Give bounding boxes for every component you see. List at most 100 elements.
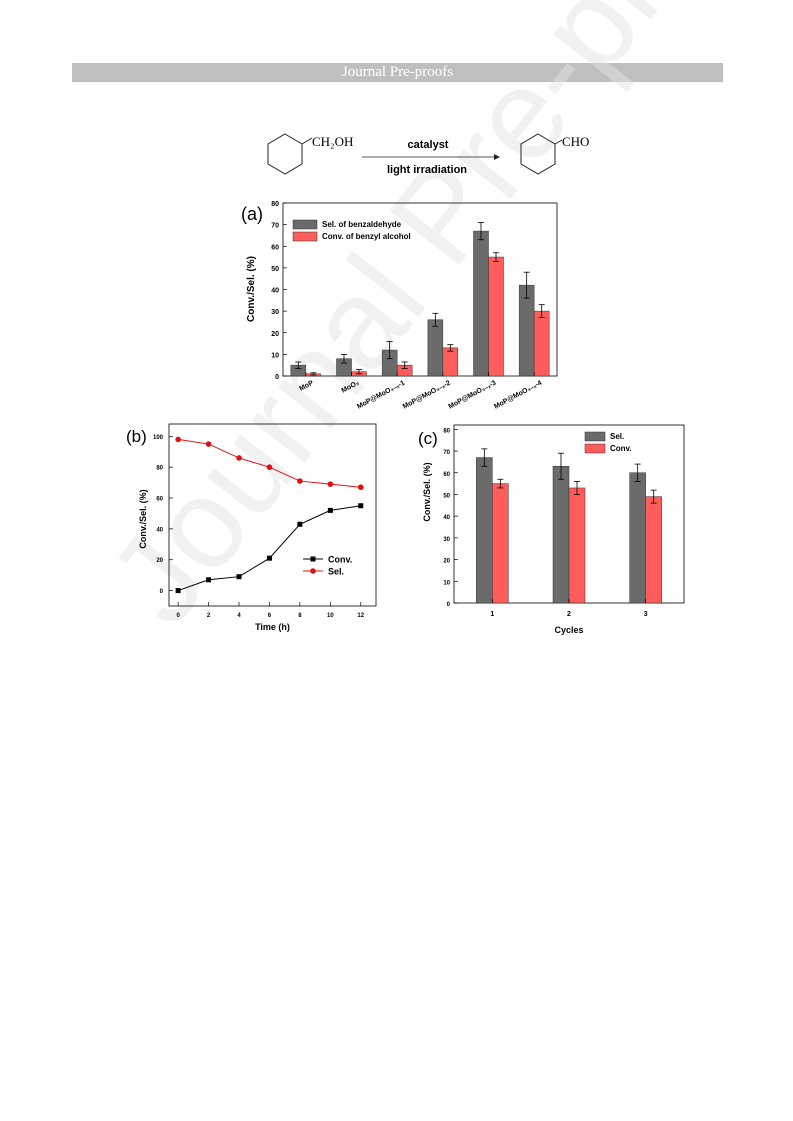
x-tick-label: 0	[176, 613, 180, 619]
y-tick-label: 0	[160, 589, 164, 595]
data-point-conv	[267, 556, 272, 561]
bar-red	[534, 311, 549, 376]
y-tick-label: 100	[153, 435, 164, 441]
reactant-group-label: CH₂OH	[312, 134, 353, 149]
bar-gray	[428, 320, 443, 376]
x-tick-label: 1	[490, 611, 494, 618]
data-point-conv	[328, 508, 333, 513]
legend-label: Sel. of benzaldehyde	[322, 220, 402, 229]
bar-red	[646, 497, 662, 603]
series-line-sel	[178, 439, 361, 487]
reactant-benzene-ring	[268, 134, 302, 174]
y-tick-label: 70	[443, 450, 450, 456]
reaction-arrowhead	[494, 154, 500, 160]
series-line-conv	[178, 506, 361, 591]
y-tick-label: 20	[271, 331, 279, 338]
y-tick-label: 10	[443, 580, 450, 586]
x-axis-label: Time (h)	[255, 622, 290, 632]
chart-c: 0 10 20 30 40 50 60 70 80 1 2 3 Conv./Sel. (%) Cycles…	[418, 425, 684, 635]
bar-red	[489, 257, 504, 376]
x-tick-label: 2	[207, 613, 211, 619]
x-tick-label: 10	[327, 613, 334, 619]
y-tick-label: 80	[271, 201, 279, 208]
data-point-sel	[206, 441, 212, 447]
arrow-bottom-label: light irradiation	[387, 164, 467, 176]
x-tick-label: 8	[298, 613, 302, 619]
x-tick-label: 6	[268, 613, 272, 619]
data-point-sel	[297, 478, 303, 484]
data-point-sel	[358, 484, 364, 490]
legend-label: Sel.	[610, 432, 624, 441]
y-tick-label: 80	[156, 466, 163, 472]
y-tick-label: 20	[156, 558, 163, 564]
data-point-conv	[176, 588, 181, 593]
y-tick-label: 60	[443, 472, 450, 478]
x-tick-label: 2	[567, 611, 571, 618]
x-tick-label: MoP@MoO₃₋ₓ-1	[356, 380, 406, 411]
product-bond	[555, 140, 562, 144]
y-tick-label: 10	[271, 352, 279, 359]
arrow-top-label: catalyst	[408, 139, 449, 151]
legend-swatch-red	[293, 232, 317, 241]
bar-gray	[630, 473, 646, 603]
bar-gray	[474, 231, 489, 376]
bar-red	[492, 484, 508, 603]
y-tick-label: 60	[156, 497, 163, 503]
legend-swatch-gray	[585, 432, 605, 441]
chart-b: 0 2 4 6 8 10 12 0 20 40 60 80 100 Conv. Sel. Time (h) Co…	[126, 424, 376, 632]
y-tick-label: 40	[156, 527, 163, 533]
x-tick-label: 4	[237, 613, 241, 619]
bar-gray	[476, 458, 492, 603]
legend-label: Conv.	[610, 444, 632, 453]
legend-label: Conv. of benzyl alcohol	[322, 232, 411, 241]
x-tick-label: MoO₃	[341, 380, 361, 395]
bar-red	[443, 348, 458, 376]
x-axis-label: Cycles	[554, 625, 583, 635]
y-tick-label: 30	[271, 309, 279, 316]
legend-swatch-red	[585, 444, 605, 453]
data-point-conv	[206, 577, 211, 582]
x-tick-label: MoP@MoO₃₋ₓ-4	[493, 380, 543, 411]
data-point-sel	[328, 481, 334, 487]
product-benzene-ring	[521, 134, 555, 174]
data-point-conv	[358, 503, 363, 508]
x-tick-label: MoP@MoO₃₋ₓ-2	[402, 380, 452, 411]
bar-gray	[519, 285, 534, 376]
bar-red	[569, 488, 585, 603]
legend-label: Conv.	[328, 555, 352, 565]
data-point-sel	[236, 455, 242, 461]
panel-label: (b)	[126, 427, 147, 446]
reaction-scheme: CH₂OH catalyst light irradiation CHO	[268, 134, 589, 176]
panel-label: (a)	[241, 204, 263, 224]
x-tick-label: MoP@MoO₃₋ₓ-3	[447, 380, 497, 411]
legend-marker-sel	[310, 568, 316, 574]
legend-label: Sel.	[328, 567, 344, 577]
legend-swatch-gray	[293, 220, 317, 229]
y-axis-label: Conv./Sel. (%)	[246, 256, 257, 322]
y-tick-label: 50	[443, 493, 450, 499]
x-tick-label: 12	[357, 613, 364, 619]
y-tick-label: 50	[271, 266, 279, 273]
panel-label: (c)	[418, 429, 438, 448]
y-tick-label: 80	[443, 428, 450, 434]
bar-gray	[553, 466, 569, 603]
data-point-conv	[297, 522, 302, 527]
legend-marker-conv	[311, 557, 316, 562]
y-tick-label: 70	[271, 223, 279, 230]
y-tick-label: 0	[275, 374, 279, 381]
y-tick-label: 60	[271, 244, 279, 251]
data-point-sel	[175, 437, 181, 443]
product-group-label: CHO	[562, 134, 589, 149]
x-tick-label: 3	[644, 611, 648, 618]
data-point-conv	[237, 574, 242, 579]
plot-frame	[169, 424, 376, 606]
x-tick-label: MoP	[298, 379, 315, 392]
y-tick-label: 40	[271, 288, 279, 295]
y-tick-label: 20	[443, 559, 450, 565]
y-tick-label: 30	[443, 537, 450, 543]
reactant-bond	[302, 138, 312, 144]
y-tick-label: 0	[447, 602, 451, 608]
y-axis-label: Conv./Sel. (%)	[138, 489, 148, 548]
